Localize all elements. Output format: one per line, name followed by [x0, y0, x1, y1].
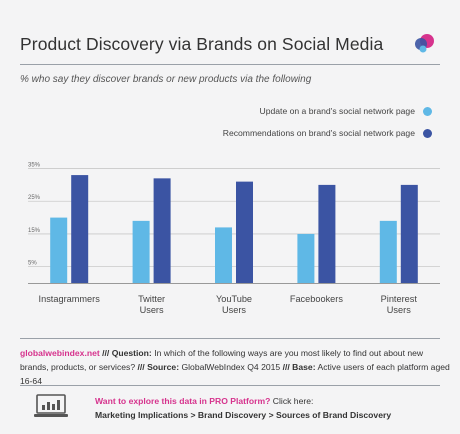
bar-1-2	[215, 227, 232, 283]
bar-2-4	[400, 184, 418, 283]
footer-notes: globalwebindex.net /// Question: In whic…	[20, 346, 450, 388]
source-site-link[interactable]: globalwebindex.net	[20, 348, 100, 358]
pro-click-here[interactable]: Click here:	[270, 396, 314, 406]
pro-question: Want to explore this data in PRO Platfor…	[95, 396, 271, 406]
x-tick-label-4-1: Users	[387, 305, 411, 315]
y-tick-label-1: 15%	[28, 228, 41, 234]
chart-monitor-icon	[34, 394, 68, 417]
source-text: GlobalWebIndex Q4 2015	[181, 362, 281, 372]
legend-swatch-series-1	[423, 106, 432, 116]
legend-label-series-1: Update on a brand's social network page	[259, 106, 415, 116]
bar-1-0	[50, 217, 68, 283]
question-text: In which of the following ways are you m…	[20, 348, 424, 372]
bar-2-2	[236, 181, 253, 283]
legend-swatch-series-2	[423, 128, 432, 138]
pro-divider	[20, 385, 440, 386]
x-tick-label-1-1: Users	[140, 305, 164, 315]
header-divider	[20, 64, 440, 65]
base-label: /// Base:	[282, 362, 316, 372]
chart-title: Product Discovery via Brands on Social M…	[20, 34, 384, 54]
x-tick-label-4-0: Pinterest	[381, 294, 418, 304]
x-tick-label-0-0: Instagrammers	[39, 294, 101, 304]
legend-label-series-2: Recommendations on brand's social networ…	[222, 128, 415, 138]
legend-item-series-2: Recommendations on brand's social networ…	[223, 128, 432, 138]
y-tick-label-0: 5%	[28, 261, 37, 267]
x-tick-label-1-0: Twitter	[138, 294, 165, 304]
x-tick-label-2-0: YouTube	[216, 294, 252, 304]
source-label: /// Source:	[137, 362, 180, 372]
bar-1-1	[132, 220, 150, 283]
bar-2-0	[71, 175, 89, 283]
globalwebindex-logo	[415, 34, 434, 53]
y-tick-label-3: 35%	[28, 163, 41, 169]
bar-1-3	[297, 233, 315, 283]
footer-divider	[20, 338, 440, 339]
base-text: Active users of each platform aged 16-64	[20, 362, 450, 386]
bar-1-4	[379, 220, 397, 283]
x-tick-label-3-0: Facebookers	[290, 294, 344, 304]
pro-breadcrumb-link[interactable]: Marketing Implications > Brand Discovery…	[95, 410, 392, 420]
chart-subtitle: % who say they discover brands or new pr…	[20, 74, 312, 85]
bar-chart: 5%15%25%35%Instagrammers TwitterUsersYouT…	[28, 163, 440, 315]
pro-platform-prompt: Want to explore this data in PRO Platfor…	[95, 396, 313, 406]
bar-2-3	[318, 184, 336, 283]
bar-2-1	[153, 178, 171, 283]
x-tick-label-2-1: Users	[222, 305, 246, 315]
question-label: /// Question:	[102, 348, 152, 358]
y-tick-label-2: 25%	[28, 195, 41, 201]
legend-item-series-1: Update on a brand's social network page	[260, 106, 432, 116]
